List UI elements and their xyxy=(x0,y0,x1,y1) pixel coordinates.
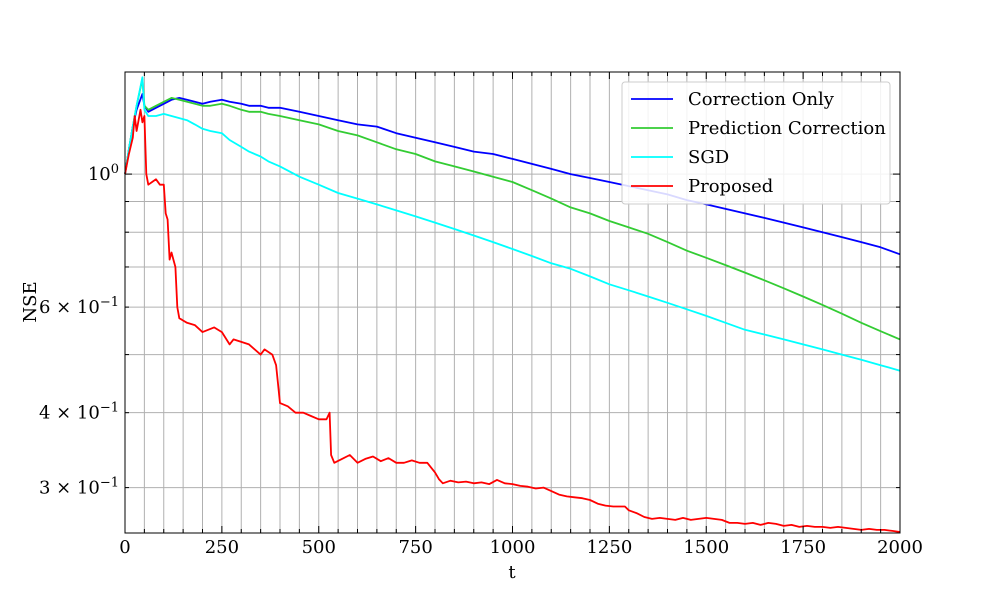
x-tick-label: 1500 xyxy=(683,537,729,558)
series-line-sgd xyxy=(124,76,901,372)
grid xyxy=(124,72,901,533)
legend-label: Proposed xyxy=(688,176,773,197)
y-tick-label: 4 × 10−1 xyxy=(39,401,119,424)
x-tick-label: 2000 xyxy=(877,537,923,558)
series-line-proposed xyxy=(124,108,901,533)
x-tick-label: 0 xyxy=(119,537,130,558)
series-line-correction-only xyxy=(124,93,901,256)
x-tick-label: 250 xyxy=(205,537,239,558)
legend: Correction Only Prediction Correction SGD P… xyxy=(621,81,891,205)
axis-ticks xyxy=(124,72,901,533)
y-axis-title: NSE xyxy=(20,281,41,322)
x-tick-label: 1000 xyxy=(490,537,536,558)
x-tick-label: 1750 xyxy=(780,537,826,558)
legend-label: Prediction Correction xyxy=(688,118,886,139)
x-tick-label: 500 xyxy=(302,537,336,558)
x-tick-label: 750 xyxy=(398,537,432,558)
legend-box xyxy=(621,81,891,205)
legend-label: SGD xyxy=(688,147,729,168)
legend-label: Correction Only xyxy=(688,89,835,110)
y-tick-label: 6 × 10−1 xyxy=(39,295,119,318)
x-tick-label: 1250 xyxy=(586,537,632,558)
y-tick-label: 3 × 10−1 xyxy=(39,476,119,499)
x-axis-title: t xyxy=(508,562,516,583)
series-line-prediction-correction xyxy=(124,78,901,341)
tick-labels: 0 250 500 750 1000 1250 1500 1750 2000 100 6 × 10−… xyxy=(39,162,923,558)
y-tick-label: 100 xyxy=(88,162,119,185)
series-lines xyxy=(124,76,901,533)
